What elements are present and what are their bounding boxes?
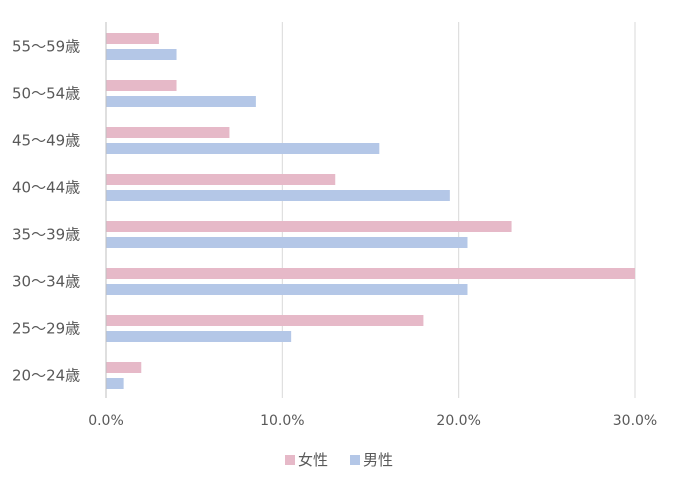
legend-label-female: 女性 xyxy=(298,451,328,469)
y-tick-label: 45〜49歳 xyxy=(12,132,80,150)
bar-male xyxy=(106,96,256,107)
y-tick-label: 50〜54歳 xyxy=(12,85,80,103)
y-tick-label: 25〜29歳 xyxy=(12,320,80,338)
bar-female xyxy=(106,362,142,373)
x-tick-label: 20.0% xyxy=(436,413,480,429)
bar-female xyxy=(106,174,336,185)
bar-male xyxy=(106,237,468,248)
bar-female xyxy=(106,80,177,91)
bar-male xyxy=(106,284,468,295)
bar-male xyxy=(106,143,380,154)
legend-swatch-female xyxy=(285,455,295,465)
x-tick-label: 10.0% xyxy=(260,413,304,429)
bar-male xyxy=(106,331,292,342)
x-tick-label: 0.0% xyxy=(88,413,124,429)
bar-female xyxy=(106,127,230,138)
legend-swatch-male xyxy=(350,455,360,465)
bar-male xyxy=(106,190,450,201)
bar-female xyxy=(106,33,159,44)
legend-label-male: 男性 xyxy=(363,451,393,469)
y-tick-label: 55〜59歳 xyxy=(12,38,80,56)
bar-female xyxy=(106,315,424,326)
bar-male xyxy=(106,378,124,389)
bar-male xyxy=(106,49,177,60)
bar-female xyxy=(106,221,512,232)
bar-female xyxy=(106,268,635,279)
x-tick-label: 30.0% xyxy=(613,413,657,429)
y-tick-label: 40〜44歳 xyxy=(12,179,80,197)
y-tick-label: 30〜34歳 xyxy=(12,273,80,291)
y-tick-label: 35〜39歳 xyxy=(12,226,80,244)
y-tick-label: 20〜24歳 xyxy=(12,367,80,385)
